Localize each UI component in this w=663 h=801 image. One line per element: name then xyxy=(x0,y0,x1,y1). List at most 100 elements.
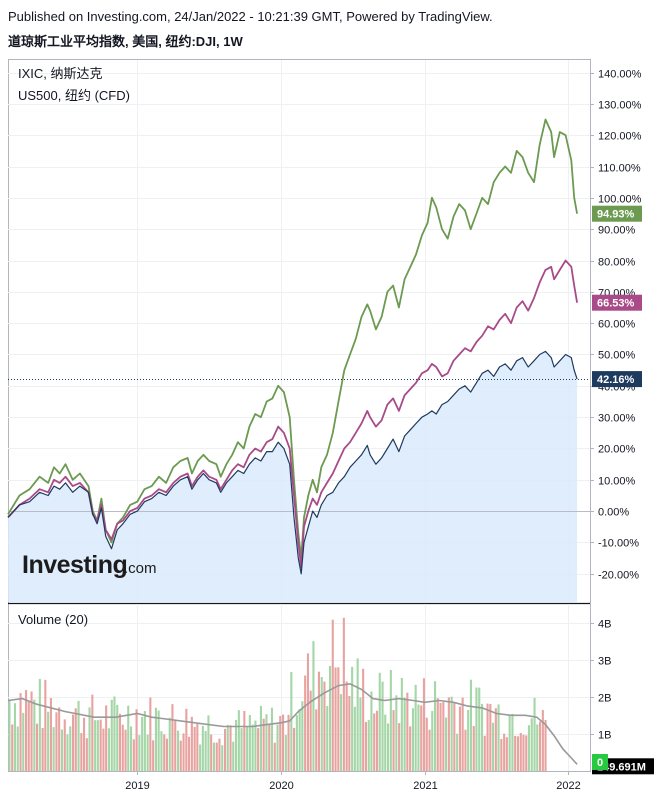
volume-bar[interactable] xyxy=(290,672,293,771)
volume-bar[interactable] xyxy=(110,699,113,771)
volume-bar[interactable] xyxy=(171,704,174,771)
volume-bar[interactable] xyxy=(41,728,44,771)
volume-bar[interactable] xyxy=(132,739,135,771)
volume-bar[interactable] xyxy=(541,710,544,771)
volume-bar[interactable] xyxy=(511,713,514,771)
volume-bar[interactable] xyxy=(113,696,116,772)
volume-bar[interactable] xyxy=(138,735,141,771)
volume-bar[interactable] xyxy=(353,706,356,771)
volume-bar[interactable] xyxy=(525,735,528,771)
volume-bar[interactable] xyxy=(530,718,533,771)
volume-bar[interactable] xyxy=(80,733,83,771)
volume-bar[interactable] xyxy=(212,742,215,771)
volume-bar[interactable] xyxy=(329,666,332,771)
volume-bar[interactable] xyxy=(143,711,146,771)
volume-bar[interactable] xyxy=(381,681,384,771)
volume-bar[interactable] xyxy=(99,719,102,771)
volume-bar[interactable] xyxy=(16,726,19,772)
volume-bar[interactable] xyxy=(246,726,249,771)
volume-bar[interactable] xyxy=(105,705,108,771)
volume-bar[interactable] xyxy=(47,711,50,771)
volume-bar[interactable] xyxy=(96,720,99,771)
volume-bar[interactable] xyxy=(85,738,88,771)
volume-bar[interactable] xyxy=(284,735,287,771)
volume-bar[interactable] xyxy=(124,729,127,771)
volume-bar[interactable] xyxy=(425,717,428,771)
volume-bar[interactable] xyxy=(500,739,503,771)
volume-bar[interactable] xyxy=(27,701,30,771)
volume-bar[interactable] xyxy=(469,679,472,771)
volume-bar[interactable] xyxy=(450,696,453,771)
volume-bar[interactable] xyxy=(94,720,97,771)
volume-bar[interactable] xyxy=(152,740,155,771)
volume-bar[interactable] xyxy=(422,678,425,771)
volume-bar[interactable] xyxy=(154,707,157,771)
volume-bar[interactable] xyxy=(190,716,193,771)
volume-bar[interactable] xyxy=(243,711,246,771)
volume-bar[interactable] xyxy=(445,717,448,772)
series-line[interactable] xyxy=(7,259,578,569)
volume-bar[interactable] xyxy=(135,709,138,771)
volume-bar[interactable] xyxy=(270,707,273,771)
volume-bar[interactable] xyxy=(403,697,406,771)
volume-bar[interactable] xyxy=(215,742,218,771)
volume-bar[interactable] xyxy=(69,726,72,771)
volume-bar[interactable] xyxy=(8,700,11,771)
volume-bar[interactable] xyxy=(320,677,323,771)
volume-bar[interactable] xyxy=(262,718,265,771)
volume-bar[interactable] xyxy=(58,707,61,771)
volume-bar[interactable] xyxy=(442,702,445,771)
volume-bar[interactable] xyxy=(409,726,412,771)
volume-bar[interactable] xyxy=(204,731,207,771)
volume-bar[interactable] xyxy=(533,697,536,771)
volume-bar[interactable] xyxy=(229,725,232,771)
volume-bar[interactable] xyxy=(207,715,210,771)
volume-bar[interactable] xyxy=(121,724,124,771)
volume-bar[interactable] xyxy=(516,736,519,771)
volume-bar[interactable] xyxy=(268,724,271,771)
volume-bar[interactable] xyxy=(33,699,36,771)
volume-bar[interactable] xyxy=(72,714,75,771)
volume-bar[interactable] xyxy=(237,710,240,771)
volume-bar[interactable] xyxy=(387,723,390,772)
volume-bar[interactable] xyxy=(514,735,517,771)
volume-bar[interactable] xyxy=(163,734,166,771)
volume-bar[interactable] xyxy=(179,740,182,771)
volume-bar[interactable] xyxy=(414,684,417,771)
volume-bar[interactable] xyxy=(370,691,373,772)
volume-bar[interactable] xyxy=(254,720,257,771)
volume-bar[interactable] xyxy=(398,723,401,771)
volume-bar[interactable] xyxy=(36,723,39,771)
volume-bar[interactable] xyxy=(544,720,547,771)
volume-bar[interactable] xyxy=(337,667,340,771)
volume-bar[interactable] xyxy=(420,705,423,771)
volume-bar[interactable] xyxy=(240,728,243,771)
volume-bar[interactable] xyxy=(392,710,395,771)
volume-bar[interactable] xyxy=(486,703,489,771)
volume-bar[interactable] xyxy=(395,695,398,771)
volume-bar[interactable] xyxy=(226,724,229,771)
volume-bar[interactable] xyxy=(417,704,420,772)
series-lines[interactable] xyxy=(7,118,578,575)
volume-bar[interactable] xyxy=(273,742,276,771)
volume-bar[interactable] xyxy=(185,708,188,771)
volume-bar[interactable] xyxy=(494,708,497,771)
volume-bar[interactable] xyxy=(478,687,481,771)
volume-bar[interactable] xyxy=(348,696,351,771)
volume-bar[interactable] xyxy=(38,678,41,771)
volume-bar[interactable] xyxy=(118,713,121,771)
volume-bar[interactable] xyxy=(88,707,91,771)
volume-bar[interactable] xyxy=(527,725,530,771)
volume-bar[interactable] xyxy=(434,681,437,771)
volume-bar[interactable] xyxy=(265,714,268,771)
volume-bar[interactable] xyxy=(141,716,144,771)
volume-bar[interactable] xyxy=(55,712,58,771)
volume-bar[interactable] xyxy=(312,641,315,771)
volume-bar[interactable] xyxy=(483,735,486,771)
volume-bar[interactable] xyxy=(127,705,130,771)
volume-bar[interactable] xyxy=(539,721,542,771)
volume-bar[interactable] xyxy=(342,617,345,771)
volume-bar[interactable] xyxy=(174,720,177,772)
volume-bar[interactable] xyxy=(157,710,160,772)
volume-bar[interactable] xyxy=(165,738,168,771)
